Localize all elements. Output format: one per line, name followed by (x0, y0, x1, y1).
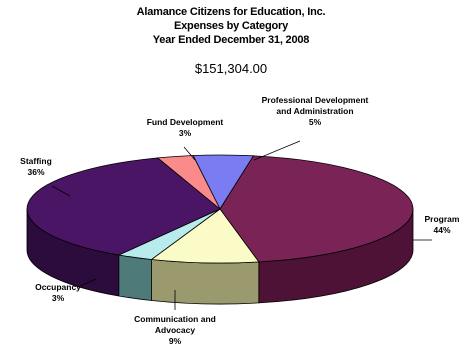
slice-label: Program 44% (425, 214, 460, 235)
chart-title-line-1: Alamance Citizens for Education, Inc. (136, 6, 326, 18)
slice-label: Professional Development and Administrati… (262, 95, 369, 127)
chart-title-line-2: Expenses by Category (174, 20, 288, 32)
slice-label: Occupancy 3% (35, 282, 81, 303)
slice-percent: 3% (179, 128, 192, 138)
slice-side-3 (118, 254, 152, 301)
slice-label-line: Professional Development (262, 95, 369, 105)
slice-percent: 9% (169, 336, 182, 346)
total-amount: $151,304.00 (194, 61, 268, 76)
slice-labels: Professional Development and Administrati… (20, 95, 460, 346)
slice-label-line: Program (425, 214, 460, 224)
pie-slice (150, 208, 260, 264)
slice-label: Communication and Advocacy 9% (134, 314, 216, 346)
slice-label-line: and Administration (276, 106, 353, 116)
pie-slice (219, 155, 414, 263)
pie-slices (26, 154, 414, 264)
slice-label-line: Advocacy (155, 325, 195, 335)
slice-percent: 5% (309, 117, 322, 127)
slice-label-line: Communication and (134, 314, 216, 324)
slice-label-line: Fund Development (147, 117, 224, 127)
pie-slice (26, 157, 221, 256)
slice-percent: 36% (27, 167, 44, 177)
slice-label-line: Staffing (20, 156, 52, 166)
leader-line (79, 278, 97, 287)
leader-line (51, 185, 71, 197)
leader-line (253, 140, 301, 161)
slice-percent: 3% (52, 293, 65, 303)
slice-label: Staffing 36% (20, 156, 52, 177)
slice-percent: 44% (433, 225, 450, 235)
slice-label-line: Occupancy (35, 282, 81, 292)
pie-slice (156, 155, 221, 210)
slice-side-2 (151, 259, 260, 305)
slice-label: Fund Development 3% (147, 117, 224, 138)
leader-line (183, 146, 196, 161)
chart-title-line-3: Year Ended December 31, 2008 (152, 34, 310, 46)
leader-lines (51, 140, 432, 310)
